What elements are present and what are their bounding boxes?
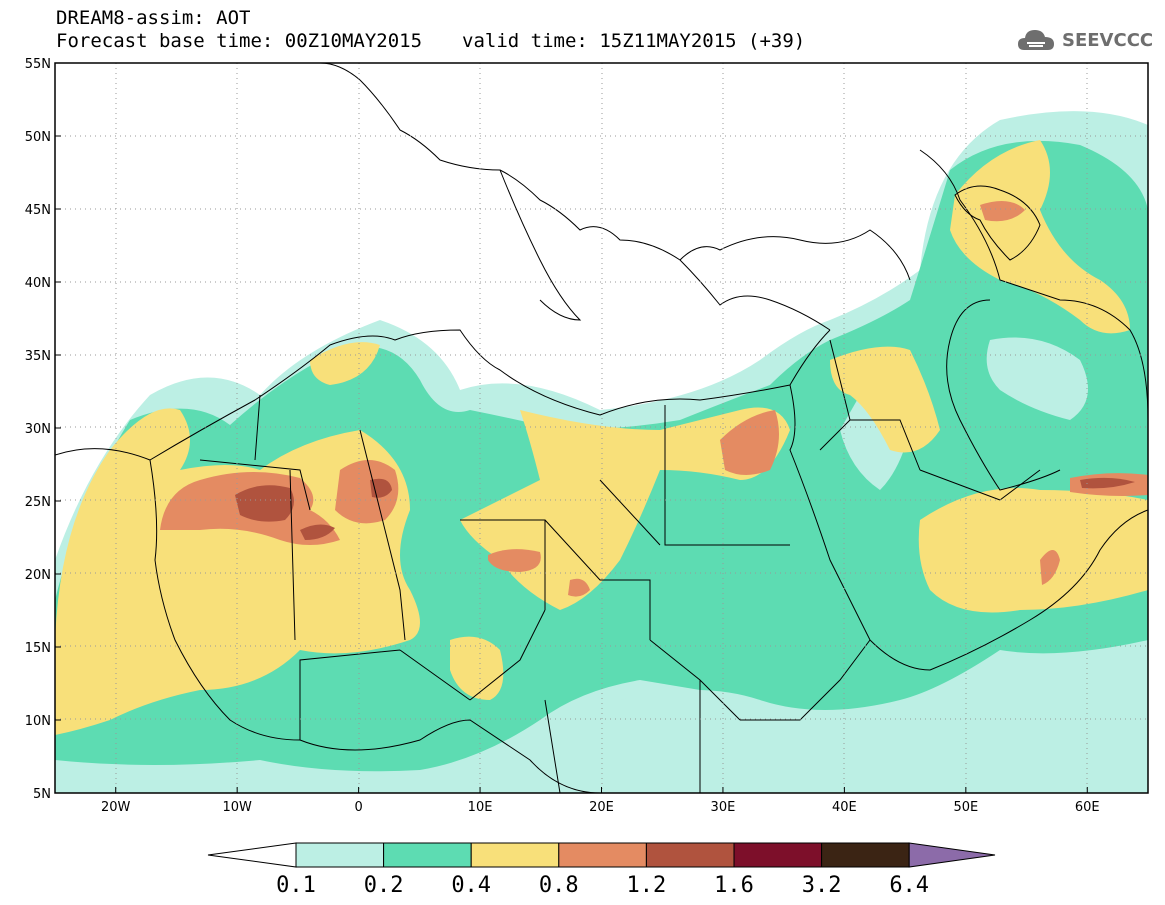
- lat-label: 10N: [25, 714, 51, 729]
- colorbar-label: 0.1: [276, 873, 316, 898]
- lon-label: 10E: [468, 800, 493, 815]
- aot-field: [55, 63, 1148, 793]
- lon-label: 30E: [711, 800, 736, 815]
- colorbar-box: [645, 842, 735, 868]
- longitude-labels: 20W 10W 0 10E 20E 30E 40E 50E 60E: [101, 787, 1100, 815]
- colorbar-label: 3.2: [801, 873, 842, 898]
- colorbar-box: [383, 842, 472, 868]
- colorbar-label: 6.4: [889, 873, 930, 898]
- aot-level-1-2: [235, 477, 1135, 540]
- lat-label: 55N: [25, 57, 51, 72]
- colorbar-low-arrow: [207, 842, 297, 868]
- lon-label: 40E: [832, 800, 857, 815]
- latitude-labels: 5N 10N 15N 20N 25N 30N 35N 40N 45N 50N 55N: [25, 57, 61, 802]
- base-time: Forecast base time: 00Z10MAY2015: [56, 30, 423, 52]
- lat-label: 40N: [25, 276, 51, 291]
- colorbar-box: [821, 842, 910, 868]
- colorbar-box: [733, 842, 823, 868]
- lon-label: 20E: [589, 800, 614, 815]
- lon-label: 60E: [1075, 800, 1100, 815]
- colorbar-box: [470, 842, 560, 868]
- colorbar: [207, 842, 996, 868]
- cloud-icon: [1018, 30, 1054, 50]
- lat-label: 45N: [25, 203, 51, 218]
- colorbar-label: 1.2: [626, 873, 667, 898]
- lat-label: 30N: [25, 422, 51, 437]
- colorbar-label: 0.2: [363, 873, 404, 898]
- lon-label: 20W: [101, 800, 131, 815]
- lat-label: 15N: [25, 641, 51, 656]
- lat-label: 5N: [33, 787, 51, 802]
- map-title: DREAM8-assim: AOT: [56, 7, 251, 29]
- colorbar-high-arrow: [908, 842, 996, 868]
- colorbar-box: [295, 842, 385, 868]
- lat-label: 20N: [25, 568, 51, 583]
- lon-label: 0: [354, 800, 362, 815]
- graticule: [55, 63, 1148, 793]
- valid-time: valid time: 15Z11MAY2015 (+39): [462, 30, 806, 52]
- logo-text: SEEVCCC: [1062, 30, 1154, 51]
- colorbar-label: 0.8: [538, 873, 579, 898]
- colorbar-box: [558, 842, 647, 868]
- lon-label: 50E: [953, 800, 978, 815]
- lat-label: 50N: [25, 130, 51, 145]
- lon-label: 10W: [222, 800, 252, 815]
- time-info: Forecast base time: 00Z10MAY2015 valid ti…: [56, 31, 805, 51]
- lat-label: 35N: [25, 349, 51, 364]
- coastlines: [55, 63, 1148, 793]
- lat-label: 25N: [25, 495, 51, 510]
- colorbar-label: 1.6: [714, 873, 754, 898]
- colorbar-label: 0.4: [451, 873, 492, 898]
